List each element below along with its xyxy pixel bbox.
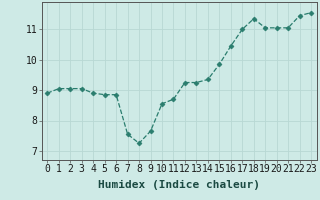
- X-axis label: Humidex (Indice chaleur): Humidex (Indice chaleur): [98, 180, 260, 190]
